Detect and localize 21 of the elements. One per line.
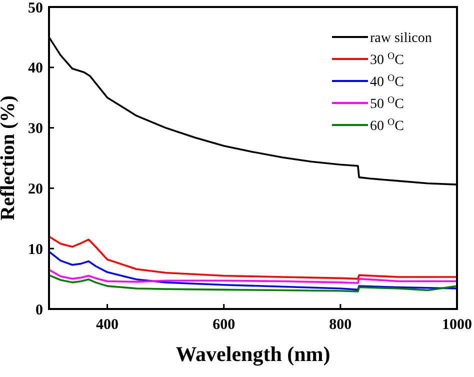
legend-label: raw silicon	[370, 30, 432, 46]
x-axis-title: Wavelength (nm)	[176, 342, 330, 366]
y-tick-label: 20	[28, 181, 43, 198]
x-tick-label: 1000	[442, 317, 472, 333]
line-series	[48, 274, 458, 292]
legend-label: 60 $^{O}$C	[370, 116, 404, 134]
y-tick-label: 40	[28, 60, 43, 77]
y-tick-label: 10	[28, 242, 43, 258]
line-series	[48, 268, 458, 284]
y-tick-label: 50	[28, 0, 43, 16]
x-tick-label: 600	[212, 317, 236, 333]
legend-label: 40 $^{O}$C	[370, 72, 404, 90]
line-series	[48, 236, 458, 280]
x-tick-label: 400	[96, 317, 119, 333]
y-tick-label: 30	[28, 121, 43, 138]
legend-label: 50 $^{O}$C	[370, 94, 404, 112]
y-tick-label: 0	[36, 302, 43, 318]
line-series	[48, 250, 458, 291]
x-tick-label: 800	[329, 317, 352, 333]
legend-label: 30 $^{O}$C	[370, 50, 404, 68]
y-axis-title: Reflection (%)	[0, 96, 19, 220]
